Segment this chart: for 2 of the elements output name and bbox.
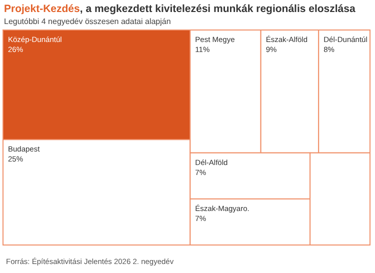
text: Legutóbbi 4 negyedév összesen adatai alapján	[4, 17, 171, 26]
text: Projekt-Kezdés, a megkezdett kivitelezési munkák regionális eloszlása	[4, 3, 356, 15]
